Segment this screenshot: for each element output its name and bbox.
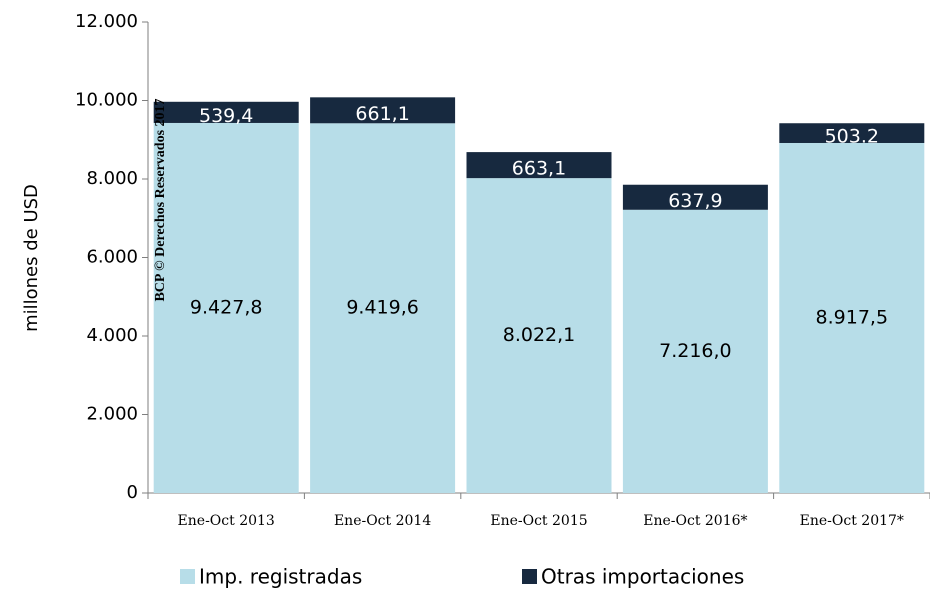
data-label: 8.022,1 [503,324,576,346]
y-tick-label: 6.000 [86,247,138,268]
y-axis-label: millones de USD [21,184,42,332]
data-label: 9.419,6 [346,297,419,319]
data-label: 637,9 [668,190,722,212]
x-tick-label: Ene-Oct 2015 [490,513,587,529]
data-label: 539,4 [199,105,253,127]
y-tick-label: 10.000 [75,90,138,111]
data-label: 661,1 [355,103,409,125]
legend-label: Imp. registradas [199,565,362,589]
data-label: 8.917,5 [816,306,889,328]
y-tick-label: 2.000 [86,404,138,425]
bar-segment [779,123,925,143]
x-tick-label: Ene-Oct 2016* [643,513,747,529]
bar-segment [466,178,612,493]
x-tick-label: Ene-Oct 2017* [800,513,904,529]
bar-segment [622,209,768,493]
data-label: 503.2 [825,126,879,148]
bar-segment [153,122,299,493]
y-tick-label: 4.000 [86,325,138,346]
bar-segment [153,101,299,123]
data-label: 663,1 [512,158,566,180]
bar-segment [779,142,925,493]
legend-swatch [180,569,195,584]
legend-swatch [522,569,537,584]
data-label: 7.216,0 [659,340,732,362]
y-tick-label: 0 [127,482,138,503]
y-tick-label: 12.000 [75,11,138,32]
bar-segment [466,152,612,179]
y-tick-label: 8.000 [86,168,138,189]
watermark: BCP © Derechos Reservados 2017 [153,98,168,301]
x-tick-label: Ene-Oct 2014 [334,513,431,529]
legend-label: Otras importaciones [541,565,744,589]
bar-segment [310,123,456,493]
bar-segment [310,97,456,124]
data-label: 9.427,8 [190,296,263,318]
bar-segment [622,184,768,210]
x-tick-label: Ene-Oct 2013 [178,513,275,529]
